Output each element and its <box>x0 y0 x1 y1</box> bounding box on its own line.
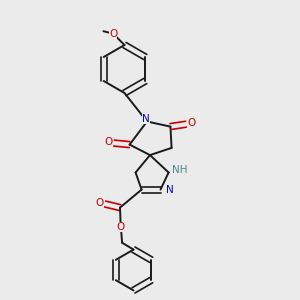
Text: O: O <box>187 118 196 128</box>
Text: NH: NH <box>172 165 187 175</box>
Text: O: O <box>95 197 104 208</box>
Text: O: O <box>116 222 125 233</box>
Text: N: N <box>166 185 174 195</box>
Text: O: O <box>104 137 113 147</box>
Text: O: O <box>109 28 117 39</box>
Text: N: N <box>142 113 150 124</box>
